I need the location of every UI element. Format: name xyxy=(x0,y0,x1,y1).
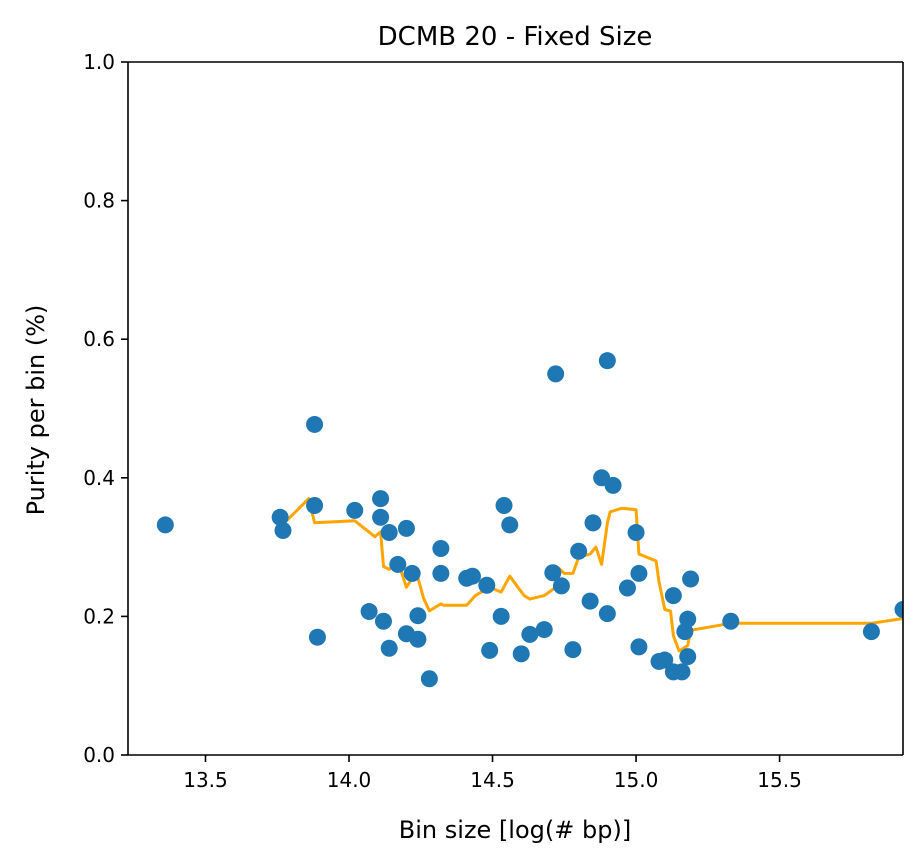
data-point xyxy=(521,625,539,643)
data-point xyxy=(478,576,496,594)
y-tick-label: 0.6 xyxy=(83,327,115,351)
data-point xyxy=(535,621,553,639)
data-point xyxy=(481,641,499,659)
x-tick-label: 15.0 xyxy=(614,768,659,792)
x-axis-ticks: 13.5 14.0 14.5 15.0 15.5 xyxy=(183,755,802,792)
data-point xyxy=(627,524,645,542)
scatter-points-layer xyxy=(156,352,903,688)
data-point xyxy=(306,497,324,515)
data-point xyxy=(722,612,740,630)
data-point xyxy=(308,628,326,646)
data-point xyxy=(360,603,378,621)
data-point xyxy=(374,612,392,630)
data-point xyxy=(463,567,481,585)
data-point xyxy=(604,476,622,494)
data-point xyxy=(544,564,562,582)
data-point xyxy=(271,508,289,526)
y-tick-label: 0.2 xyxy=(83,604,115,628)
data-point xyxy=(598,352,616,370)
data-point xyxy=(397,519,415,537)
data-point xyxy=(679,648,697,666)
data-point xyxy=(564,641,582,659)
y-tick-label: 0.8 xyxy=(83,189,115,213)
data-point xyxy=(512,645,530,663)
data-point xyxy=(584,514,602,532)
data-point xyxy=(432,539,450,557)
data-point xyxy=(894,600,903,618)
data-point xyxy=(673,663,691,681)
data-point xyxy=(306,415,324,433)
data-point xyxy=(409,607,427,625)
data-point xyxy=(380,639,398,657)
data-point xyxy=(372,490,390,508)
axes xyxy=(127,61,904,756)
data-point xyxy=(403,564,421,582)
x-axis-label: Bin size [log(# bp)] xyxy=(399,816,631,844)
data-point xyxy=(630,638,648,656)
data-point xyxy=(346,501,364,519)
data-point xyxy=(656,651,674,669)
data-point xyxy=(274,521,292,539)
data-point xyxy=(156,516,174,534)
data-point xyxy=(570,542,588,560)
data-point xyxy=(501,516,519,534)
data-point xyxy=(630,564,648,582)
data-point xyxy=(679,610,697,628)
data-point xyxy=(409,630,427,648)
data-point xyxy=(862,623,880,641)
data-point xyxy=(618,579,636,597)
data-point xyxy=(495,497,513,515)
x-tick-label: 14.5 xyxy=(470,768,515,792)
y-tick-label: 0.4 xyxy=(83,466,115,490)
x-tick-label: 14.0 xyxy=(327,768,372,792)
data-point xyxy=(389,555,407,573)
x-tick-label: 13.5 xyxy=(183,768,228,792)
y-tick-label: 1.0 xyxy=(83,50,115,74)
y-axis-ticks: 0.0 0.2 0.4 0.6 0.8 1.0 xyxy=(83,50,128,767)
data-point xyxy=(682,570,700,588)
data-point xyxy=(552,577,570,595)
data-point xyxy=(581,592,599,610)
y-tick-label: 0.0 xyxy=(83,743,115,767)
data-point xyxy=(664,587,682,605)
data-point xyxy=(372,508,390,526)
data-point xyxy=(380,524,398,542)
data-point xyxy=(598,605,616,623)
data-point xyxy=(547,365,565,383)
data-point xyxy=(492,607,510,625)
y-axis-label: Purity per bin (%) xyxy=(22,305,50,516)
data-point xyxy=(420,670,438,688)
x-tick-label: 15.5 xyxy=(757,768,802,792)
chart-title: DCMB 20 - Fixed Size xyxy=(378,22,653,52)
data-point xyxy=(432,564,450,582)
